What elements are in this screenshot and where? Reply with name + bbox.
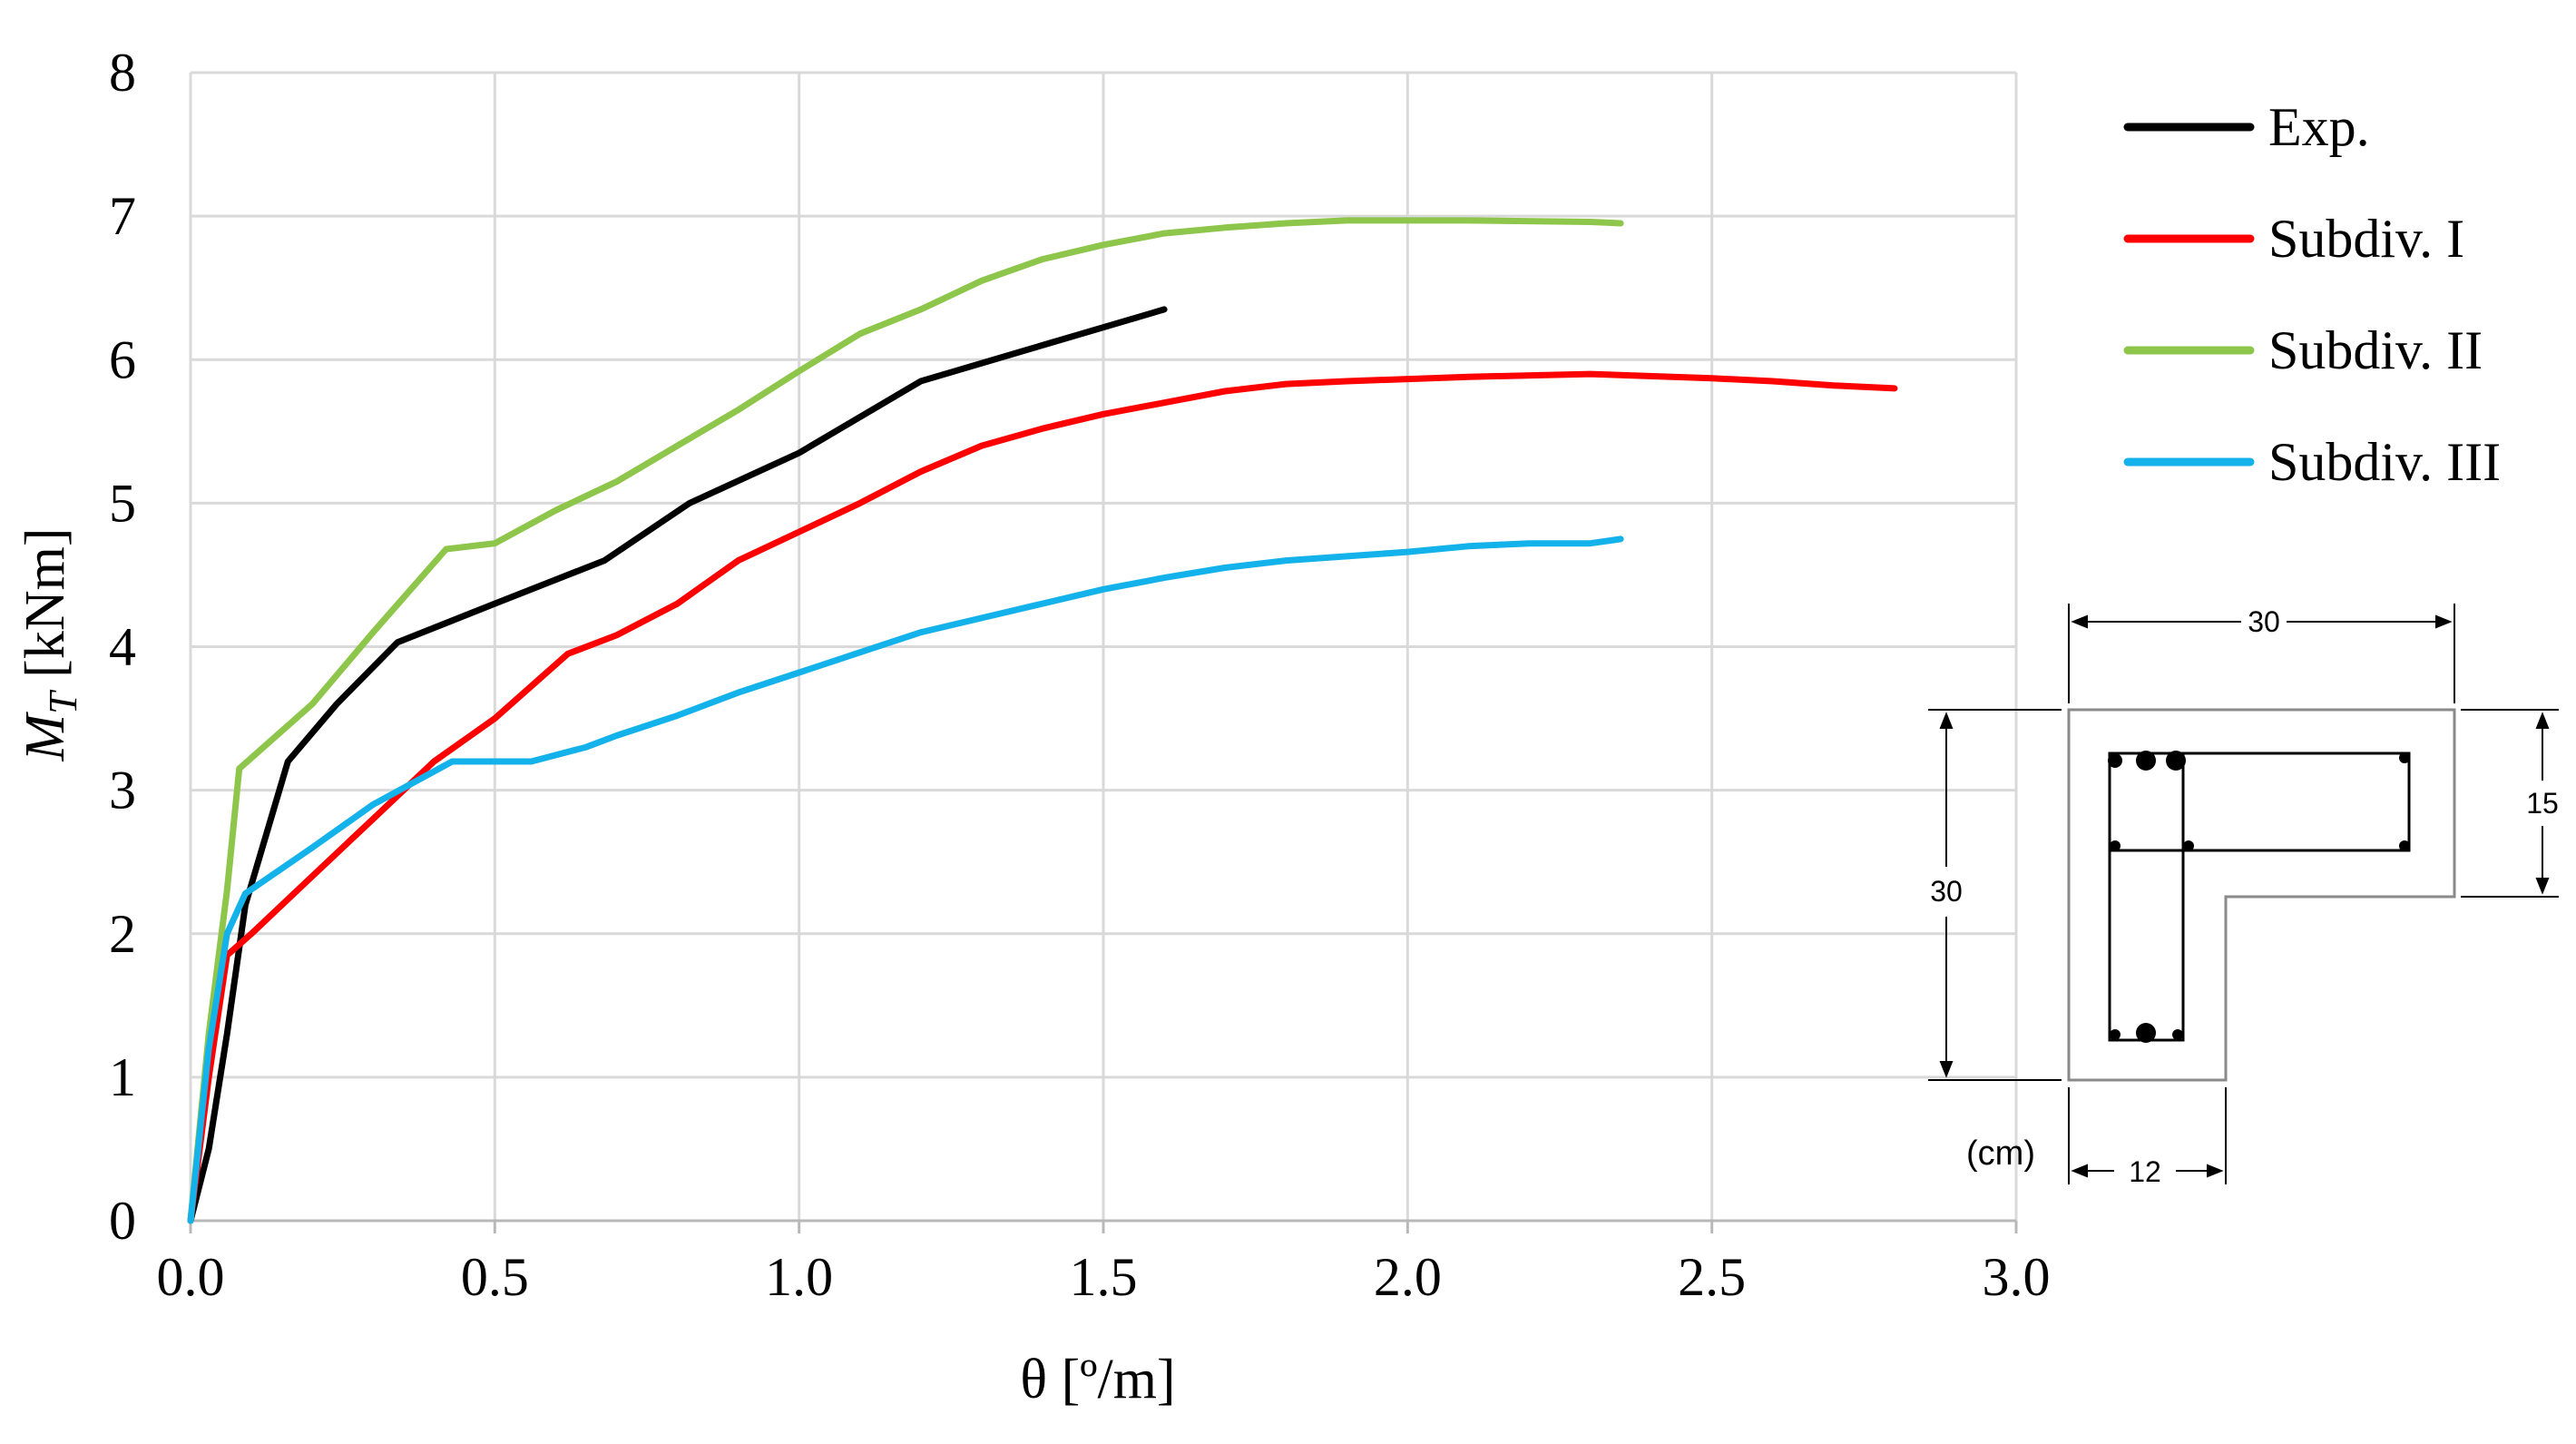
legend-label: Subdiv. III xyxy=(2268,432,2501,492)
legend-label: Exp. xyxy=(2268,97,2370,157)
x-tick-label: 3.0 xyxy=(1983,1247,2051,1307)
y-axis-title-sub: T xyxy=(41,689,85,714)
rebar-dot xyxy=(2110,1029,2121,1040)
legend-label: Subdiv. I xyxy=(2268,209,2464,269)
rebar-dot xyxy=(2183,840,2194,851)
y-axis-title-main: M xyxy=(15,711,76,761)
y-tick-label: 3 xyxy=(109,761,136,820)
legend: Exp. Subdiv. I Subdiv. II Subdiv. III xyxy=(2123,97,2501,492)
y-tick-label: 5 xyxy=(109,473,136,533)
dim-flange-height: 15 xyxy=(2526,787,2559,820)
y-tick-label: 7 xyxy=(109,186,136,246)
section-outline xyxy=(2067,708,2456,1082)
series-lines xyxy=(187,217,1898,1224)
rebar-dot xyxy=(2136,751,2156,771)
x-tick-label: 0.5 xyxy=(461,1247,529,1307)
rebar-dot xyxy=(2108,753,2122,768)
series-line-subdiv-iii xyxy=(187,535,1624,1224)
rebar-dot xyxy=(2399,752,2410,763)
dim-total-height: 30 xyxy=(1930,875,1963,908)
series-line-exp xyxy=(187,306,1168,1224)
stirrup-web xyxy=(2108,751,2185,1042)
x-tick-label: 0.0 xyxy=(157,1247,225,1307)
rebars xyxy=(2108,751,2410,1043)
x-tick-label: 1.5 xyxy=(1070,1247,1138,1307)
x-tick-labels: 0.0 0.5 1.0 1.5 2.0 2.5 3.0 xyxy=(157,1247,2051,1307)
dimension-lines xyxy=(1928,604,2559,1184)
grid-lines xyxy=(189,71,2018,1223)
y-tick-label: 1 xyxy=(109,1047,136,1107)
dim-top-width: 30 xyxy=(2248,605,2280,638)
x-axis-title: θ [º/m] xyxy=(1020,1349,1175,1410)
y-tick-label: 0 xyxy=(109,1191,136,1251)
axes xyxy=(189,1219,2018,1233)
y-axis-title: MT [kNm] xyxy=(15,528,85,762)
x-tick-label: 2.5 xyxy=(1678,1247,1746,1307)
y-axis-title-unit: [kNm] xyxy=(15,528,76,693)
stirrup-flange xyxy=(2108,751,2411,852)
rebar-dot xyxy=(2136,1023,2156,1043)
y-tick-labels: 0 1 2 3 4 5 6 7 8 xyxy=(109,43,136,1251)
y-tick-label: 8 xyxy=(109,43,136,103)
legend-label: Subdiv. II xyxy=(2268,320,2483,380)
cross-section-diagram: 30 30 15 12 (cm) xyxy=(1928,604,2559,1188)
y-tick-label: 2 xyxy=(109,904,136,964)
series-line-subdiv-ii xyxy=(187,217,1624,1224)
y-axis-title-text: MT [kNm] xyxy=(15,528,85,762)
dim-units: (cm) xyxy=(1966,1135,2035,1173)
rebar-dot xyxy=(2110,840,2121,851)
rebar-dot xyxy=(2399,840,2410,851)
rebar-dot xyxy=(2172,1029,2183,1040)
x-tick-label: 1.0 xyxy=(765,1247,833,1307)
dim-web-width: 12 xyxy=(2129,1155,2161,1188)
series-line-subdiv-i xyxy=(187,370,1898,1224)
y-tick-label: 4 xyxy=(109,617,136,677)
y-tick-label: 6 xyxy=(109,329,136,389)
rebar-dot xyxy=(2166,751,2186,771)
x-tick-label: 2.0 xyxy=(1374,1247,1442,1307)
